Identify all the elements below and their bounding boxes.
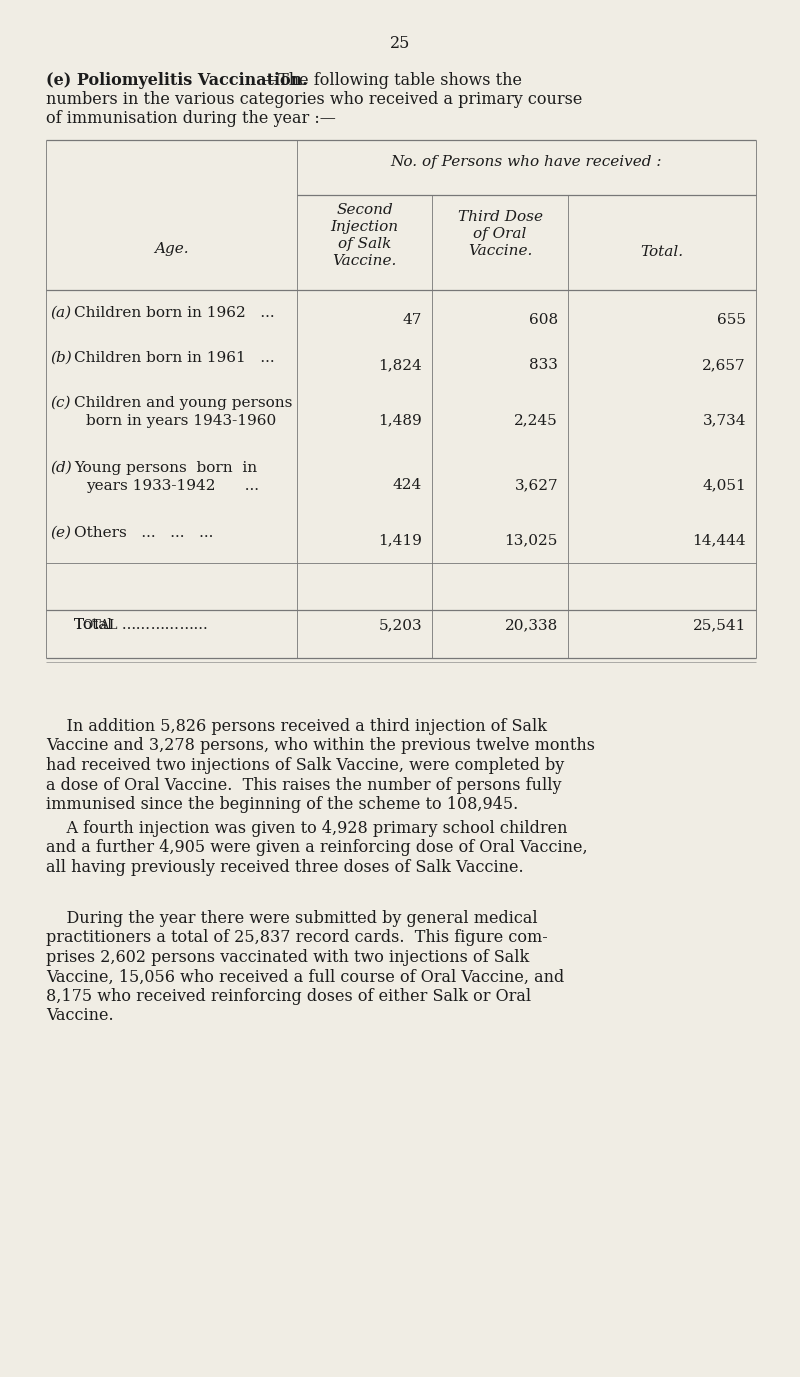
Text: Young persons  born  in: Young persons born in — [74, 461, 257, 475]
Text: 1,419: 1,419 — [378, 533, 422, 547]
Text: 5,203: 5,203 — [378, 618, 422, 632]
Text: In addition 5,826 persons received a third injection of Salk: In addition 5,826 persons received a thi… — [46, 717, 547, 735]
Text: (e): (e) — [50, 526, 71, 540]
Text: Age.: Age. — [154, 242, 189, 256]
Text: prises 2,602 persons vaccinated with two injections of Salk: prises 2,602 persons vaccinated with two… — [46, 949, 530, 967]
Text: (e) Poliomyelitis Vaccination.: (e) Poliomyelitis Vaccination. — [46, 72, 308, 90]
Text: T: T — [74, 618, 84, 632]
Text: of Salk: of Salk — [338, 237, 391, 251]
Text: of immunisation during the year :—: of immunisation during the year :— — [46, 110, 336, 127]
Text: 1,824: 1,824 — [378, 358, 422, 372]
Text: 2,657: 2,657 — [702, 358, 746, 372]
Text: and a further 4,905 were given a reinforcing dose of Oral Vaccine,: and a further 4,905 were given a reinfor… — [46, 840, 588, 856]
Text: had received two injections of Salk Vaccine, were completed by: had received two injections of Salk Vacc… — [46, 757, 564, 774]
Text: all having previously received three doses of Salk Vaccine.: all having previously received three dos… — [46, 859, 524, 876]
Text: 3,627: 3,627 — [514, 478, 558, 492]
Text: Vaccine and 3,278 persons, who within the previous twelve months: Vaccine and 3,278 persons, who within th… — [46, 738, 595, 755]
Text: 608: 608 — [529, 313, 558, 326]
Text: (c): (c) — [50, 397, 70, 410]
Text: 2,245: 2,245 — [514, 413, 558, 427]
Text: 8,175 who received reinforcing doses of either Salk or Oral: 8,175 who received reinforcing doses of … — [46, 989, 531, 1005]
Text: years 1933-1942      ...: years 1933-1942 ... — [86, 479, 259, 493]
Text: Children and young persons: Children and young persons — [74, 397, 292, 410]
Text: Second: Second — [336, 202, 393, 218]
Text: practitioners a total of 25,837 record cards.  This figure com-: practitioners a total of 25,837 record c… — [46, 929, 548, 946]
Text: Vaccine.: Vaccine. — [46, 1008, 114, 1024]
Text: 1,489: 1,489 — [378, 413, 422, 427]
Text: 424: 424 — [393, 478, 422, 492]
Text: born in years 1943-1960: born in years 1943-1960 — [86, 414, 276, 428]
Text: Others   ...   ...   ...: Others ... ... ... — [74, 526, 214, 540]
Text: Total  ...   ...   ...: Total ... ... ... — [74, 618, 194, 632]
Text: 3,734: 3,734 — [702, 413, 746, 427]
Text: (a): (a) — [50, 306, 71, 319]
Text: —The following table shows the: —The following table shows the — [262, 72, 522, 90]
Text: a dose of Oral Vaccine.  This raises the number of persons fully: a dose of Oral Vaccine. This raises the … — [46, 777, 562, 793]
Text: ...   ...   ...: ... ... ... — [126, 618, 208, 632]
Text: of Oral: of Oral — [474, 227, 526, 241]
Text: A fourth injection was given to 4,928 primary school children: A fourth injection was given to 4,928 pr… — [46, 819, 567, 837]
Text: 655: 655 — [717, 313, 746, 326]
Text: Children born in 1962   ...: Children born in 1962 ... — [74, 306, 274, 319]
Text: 25: 25 — [390, 34, 410, 52]
Text: Vaccine, 15,056 who received a full course of Oral Vaccine, and: Vaccine, 15,056 who received a full cour… — [46, 968, 564, 986]
Text: Children born in 1961   ...: Children born in 1961 ... — [74, 351, 274, 365]
Text: 25,541: 25,541 — [693, 618, 746, 632]
Text: No. of Persons who have received :: No. of Persons who have received : — [390, 156, 662, 169]
Text: 13,025: 13,025 — [505, 533, 558, 547]
Text: Vaccine.: Vaccine. — [468, 244, 532, 257]
Text: immunised since the beginning of the scheme to 108,945.: immunised since the beginning of the sch… — [46, 796, 518, 812]
Text: 14,444: 14,444 — [692, 533, 746, 547]
Text: 20,338: 20,338 — [505, 618, 558, 632]
Text: (d): (d) — [50, 461, 72, 475]
Text: 833: 833 — [529, 358, 558, 372]
Text: Third Dose: Third Dose — [458, 211, 542, 224]
Text: Vaccine.: Vaccine. — [332, 253, 397, 269]
Text: 4,051: 4,051 — [702, 478, 746, 492]
Text: Total.: Total. — [641, 245, 683, 259]
Text: 47: 47 — [402, 313, 422, 326]
Text: numbers in the various categories who received a primary course: numbers in the various categories who re… — [46, 91, 582, 107]
Text: (b): (b) — [50, 351, 72, 365]
Text: Injection: Injection — [330, 220, 398, 234]
Text: During the year there were submitted by general medical: During the year there were submitted by … — [46, 910, 538, 927]
Text: OTAL: OTAL — [82, 620, 118, 632]
